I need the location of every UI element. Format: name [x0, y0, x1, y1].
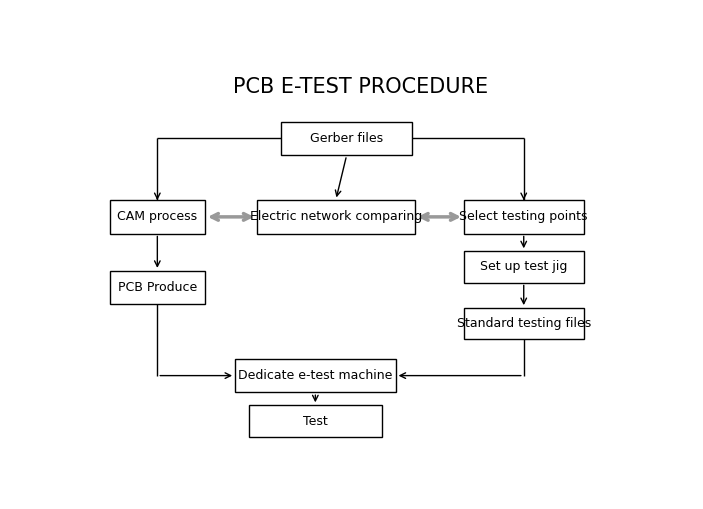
- FancyBboxPatch shape: [281, 122, 412, 155]
- Text: Select testing points: Select testing points: [460, 210, 588, 223]
- FancyBboxPatch shape: [235, 359, 396, 392]
- Text: PCB E-TEST PROCEDURE: PCB E-TEST PROCEDURE: [233, 76, 488, 97]
- FancyBboxPatch shape: [110, 200, 205, 234]
- Text: Dedicate e-test machine: Dedicate e-test machine: [238, 369, 392, 382]
- Text: Standard testing files: Standard testing files: [457, 317, 591, 330]
- Text: Electric network comparing: Electric network comparing: [250, 210, 422, 223]
- Text: PCB Produce: PCB Produce: [117, 281, 197, 294]
- FancyBboxPatch shape: [110, 271, 205, 304]
- FancyBboxPatch shape: [464, 308, 583, 340]
- FancyBboxPatch shape: [257, 200, 415, 234]
- FancyBboxPatch shape: [464, 251, 583, 282]
- Text: CAM process: CAM process: [117, 210, 198, 223]
- FancyBboxPatch shape: [249, 405, 382, 437]
- Text: Set up test jig: Set up test jig: [480, 260, 567, 273]
- FancyBboxPatch shape: [464, 200, 583, 234]
- Text: Gerber files: Gerber files: [310, 132, 383, 145]
- Text: Test: Test: [303, 415, 328, 428]
